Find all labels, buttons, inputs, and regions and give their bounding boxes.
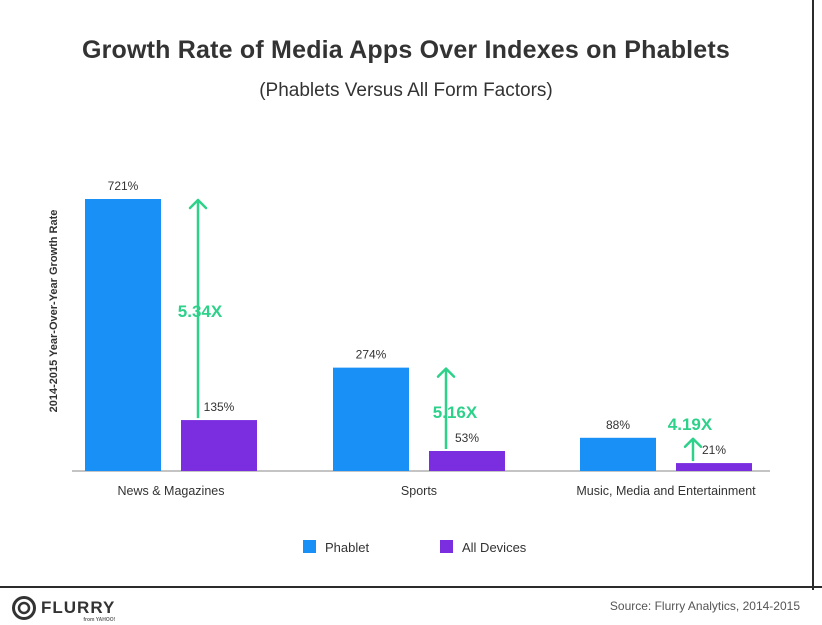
bar-value-label: 88% [606, 418, 630, 432]
flurry-brand-text: FLURRY [41, 598, 116, 617]
chart-subtitle: (Phablets Versus All Form Factors) [259, 80, 553, 101]
bar-value-label: 53% [455, 431, 479, 445]
legend-swatch-all-devices [440, 540, 453, 553]
bar-value-label: 721% [108, 179, 139, 193]
flurry-brand-subtext: from YAHOO! [83, 617, 116, 623]
bar-value-label: 21% [702, 443, 726, 457]
source-note: Source: Flurry Analytics, 2014-2015 [609, 599, 800, 613]
bar-all-devices [676, 463, 752, 471]
bar-chart: 2014-2015 Year-Over-Year Growth Rate 721… [48, 179, 770, 555]
bar-phablet [580, 437, 656, 471]
growth-multiplier-label: 4.19X [668, 415, 713, 434]
legend-label: All Devices [462, 540, 527, 555]
bar-value-label: 274% [356, 348, 387, 362]
growth-arrow-head [683, 437, 703, 449]
footer-divider [0, 586, 822, 588]
flurry-wordmark: FLURRY from YAHOO! [41, 598, 116, 623]
growth-arrow-head [436, 367, 456, 378]
bar-all-devices [181, 420, 257, 471]
flurry-logo: FLURRY from YAHOO! [12, 596, 116, 623]
bar-all-devices [429, 451, 505, 471]
growth-multiplier-label: 5.16X [433, 403, 478, 422]
bar-phablet [333, 367, 409, 471]
x-tick-label: Music, Media and Entertainment [576, 484, 756, 498]
bar-phablet [85, 199, 161, 471]
growth-arrow-head [188, 198, 208, 210]
legend-label: Phablet [325, 540, 369, 555]
chart-title: Growth Rate of Media Apps Over Indexes o… [81, 36, 731, 64]
right-border [812, 0, 814, 590]
legend-swatch-phablet [303, 540, 316, 553]
y-axis-label: 2014-2015 Year-Over-Year Growth Rate [48, 210, 60, 413]
x-tick-label: Sports [401, 484, 437, 498]
bar-value-label: 135% [204, 400, 235, 414]
x-tick-label: News & Magazines [118, 484, 225, 498]
flurry-logo-icon [12, 596, 36, 620]
growth-multiplier-label: 5.34X [178, 302, 223, 321]
